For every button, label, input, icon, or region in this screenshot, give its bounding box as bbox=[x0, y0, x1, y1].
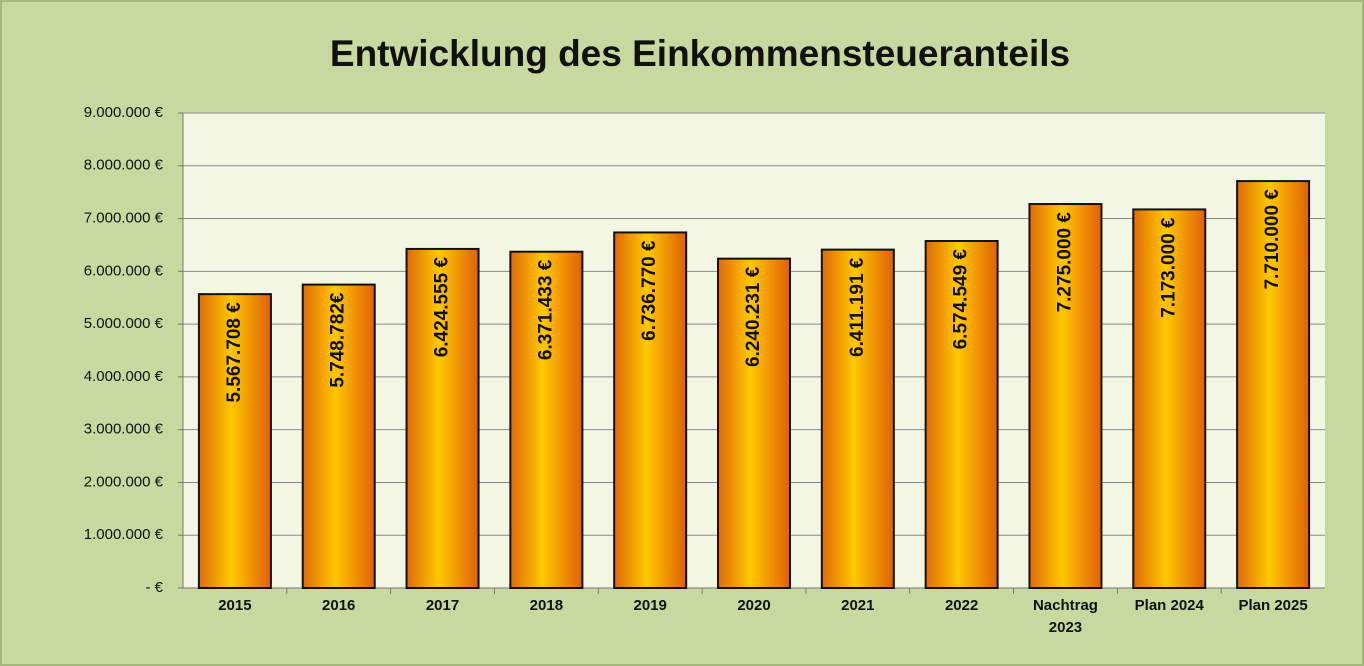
x-tick-label: 2021 bbox=[841, 597, 875, 614]
data-label: 6.424.555 € bbox=[432, 256, 453, 357]
x-tick-label: 2016 bbox=[322, 597, 356, 614]
data-label: 6.411.191 € bbox=[847, 257, 868, 357]
x-tick-label: Plan 2025 bbox=[1238, 597, 1308, 614]
x-tick-label: Nachtrag 2023 bbox=[1032, 597, 1098, 636]
y-tick-label: 1.000.000 € bbox=[84, 526, 164, 543]
data-label: 5.748.782€ bbox=[328, 292, 349, 388]
bar bbox=[301, 283, 376, 589]
y-tick-label: - € bbox=[145, 579, 163, 596]
y-tick-label: 8.000.000 € bbox=[84, 157, 164, 174]
y-tick-label: 3.000.000 € bbox=[84, 421, 164, 438]
x-tick-label: 2017 bbox=[425, 597, 460, 614]
bar bbox=[509, 250, 584, 589]
bar bbox=[924, 240, 999, 589]
y-tick-label: 2.000.000 € bbox=[84, 473, 164, 490]
y-tick-label: 9.000.000 € bbox=[84, 104, 164, 121]
data-label: 6.736.770 € bbox=[639, 240, 660, 341]
bar bbox=[717, 257, 791, 589]
data-label: 5.567.708 € bbox=[224, 302, 245, 403]
chart-title: Entwicklung des Einkommensteueranteils bbox=[330, 33, 1070, 74]
bar bbox=[1132, 208, 1207, 590]
bar bbox=[197, 293, 272, 589]
x-tick-label: 2020 bbox=[737, 597, 771, 614]
y-tick-label: 6.000.000 € bbox=[84, 262, 164, 279]
bar bbox=[1028, 203, 1103, 590]
x-tick-label: 2015 bbox=[218, 597, 252, 614]
x-tick-label: 2019 bbox=[633, 597, 667, 614]
data-label: 6.240.231 € bbox=[743, 266, 764, 367]
data-label: 7.275.000 € bbox=[1054, 212, 1075, 313]
y-tick-label: 7.000.000 € bbox=[84, 210, 164, 227]
bar bbox=[820, 248, 895, 589]
x-tick-label: Plan 2024 bbox=[1134, 597, 1204, 614]
data-label: 7.710.000 € bbox=[1262, 189, 1283, 290]
data-label: 6.574.549 € bbox=[951, 249, 972, 350]
bar bbox=[405, 247, 480, 589]
data-label: 6.371.433 € bbox=[535, 259, 556, 360]
y-tick-label: 5.000.000 € bbox=[84, 315, 164, 332]
y-tick-label: 4.000.000 € bbox=[84, 368, 164, 385]
bar bbox=[1236, 180, 1311, 589]
x-tick-label: 2018 bbox=[529, 597, 564, 614]
x-tick-label: 2022 bbox=[944, 597, 979, 614]
bar bbox=[613, 231, 688, 590]
data-label: 7.173.000 € bbox=[1158, 217, 1179, 318]
